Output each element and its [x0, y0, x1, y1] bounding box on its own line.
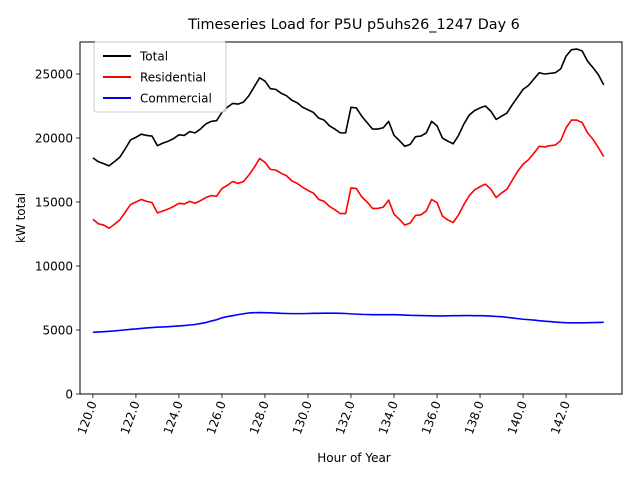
- x-ticks: 120.0 122.0 124.0 126.0 128.0 130.0 132.0 134.0…: [75, 394, 573, 436]
- x-tick-label: 136.0: [419, 399, 444, 436]
- x-tick-label: 128.0: [247, 399, 272, 436]
- chart-title: Timeseries Load for P5U p5uhs26_1247 Day…: [187, 17, 520, 33]
- x-tick-label: 140.0: [505, 399, 530, 436]
- legend: Total Residential Commercial: [93, 41, 227, 113]
- plot-lines: [92, 48, 605, 334]
- x-tick-label: 122.0: [118, 399, 143, 436]
- y-tick-label: 0: [65, 388, 73, 402]
- plot-frame: [79, 41, 623, 395]
- y-tick-label: 10000: [35, 260, 73, 274]
- x-axis-label: Hour of Year: [317, 451, 391, 465]
- x-tick-label: 134.0: [376, 399, 401, 436]
- y-tick-label: 5000: [42, 324, 73, 338]
- x-tick-label: 130.0: [290, 399, 315, 436]
- series-line-residential: [92, 119, 605, 230]
- y-axis-label: kW total: [14, 193, 28, 243]
- legend-label-total: Total: [139, 50, 168, 64]
- series-line-commercial: [92, 311, 604, 334]
- y-ticks: 0 5000 10000 15000 20000 25000: [35, 68, 80, 402]
- legend-label-residential: Residential: [140, 71, 206, 85]
- x-tick-label: 120.0: [75, 399, 100, 436]
- legend-label-commercial: Commercial: [140, 92, 212, 106]
- x-tick-label: 142.0: [548, 399, 573, 436]
- x-tick-label: 138.0: [462, 399, 487, 436]
- y-tick-label: 25000: [35, 68, 73, 82]
- x-tick-label: 126.0: [204, 399, 229, 436]
- series-line-total: [92, 48, 605, 167]
- x-tick-label: 132.0: [333, 399, 358, 436]
- y-tick-label: 20000: [35, 132, 73, 146]
- legend-box: [93, 41, 227, 113]
- x-tick-label: 124.0: [161, 399, 186, 436]
- y-tick-label: 15000: [35, 196, 73, 210]
